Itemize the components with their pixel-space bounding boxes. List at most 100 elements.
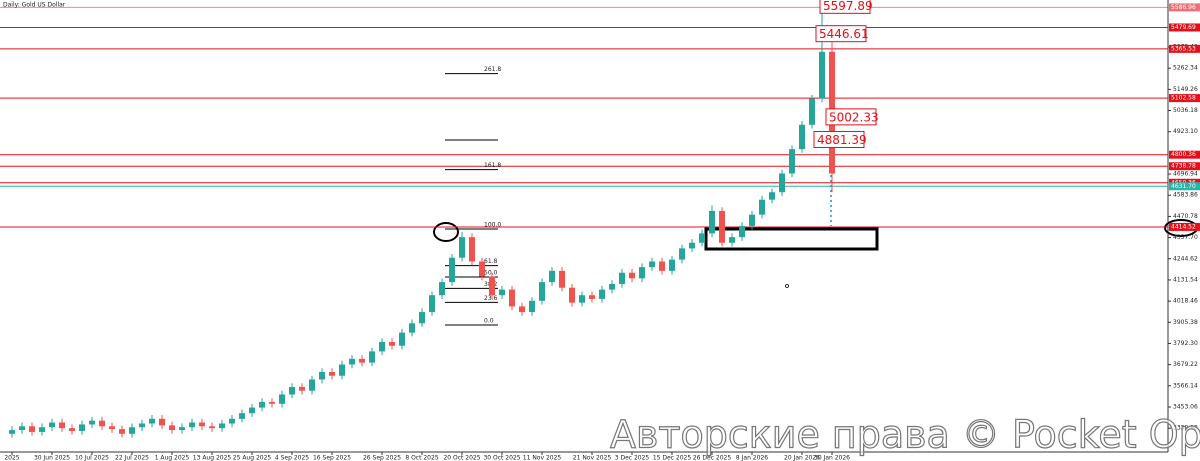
candle-body <box>579 295 585 303</box>
y-tick-label: 4244.62 <box>1173 255 1198 262</box>
candle-body <box>449 257 455 283</box>
y-tick-label: 4131.54 <box>1173 276 1198 283</box>
level-tag <box>1169 23 1200 32</box>
candle-body <box>289 386 295 395</box>
x-tick-label: 30 Oct 2025 <box>483 455 520 461</box>
candle-body <box>269 401 275 404</box>
price-box-label: 4881.39 <box>817 133 867 147</box>
chart-title: Daily: Gold US Dollar <box>3 2 66 9</box>
y-tick-label: 5262.34 <box>1173 65 1198 72</box>
candle-body <box>769 192 775 200</box>
candle-body <box>799 124 805 150</box>
candle-body <box>79 424 85 431</box>
candle-body <box>779 173 785 193</box>
y-tick-label: 3566.14 <box>1173 382 1198 389</box>
x-tick-label: 15 Dec 2025 <box>653 455 692 461</box>
candle-body <box>239 413 245 419</box>
candle-body <box>759 199 765 215</box>
x-tick-label: 30 Jan 2026 <box>814 455 850 461</box>
candle-body <box>599 289 605 299</box>
candle-body <box>279 394 285 404</box>
y-tick-label: 4583.86 <box>1173 192 1198 199</box>
support-label: 4631.70 <box>1171 183 1196 190</box>
candle-body <box>499 289 505 296</box>
y-tick-label: 4357.70 <box>1173 234 1198 241</box>
candle-body <box>639 267 645 279</box>
level-tag <box>1169 3 1200 12</box>
level-tag <box>1169 44 1200 53</box>
candle-body <box>139 423 145 428</box>
candle-body <box>89 420 95 425</box>
candle-body <box>629 272 635 279</box>
price-box <box>819 0 871 14</box>
candle-body <box>419 312 425 324</box>
level-tag <box>1169 150 1200 159</box>
x-tick-label: 20 Jan 2026 <box>784 455 820 461</box>
candle-body <box>409 323 415 333</box>
y-tick-label: 4018.46 <box>1173 298 1198 305</box>
fib-label: 61.8 <box>484 258 498 265</box>
candle-body <box>719 210 725 243</box>
candle-body <box>469 237 475 262</box>
candle-body <box>659 261 665 271</box>
watermark: Авторские права © Pocket Option <box>610 413 1200 457</box>
candle-body <box>429 295 435 313</box>
candle-body <box>19 426 25 431</box>
price-box-label: 5002.33 <box>829 110 879 124</box>
x-tick-label: 26 Dec 2025 <box>693 455 732 461</box>
price-box-label: 5446.61 <box>819 27 869 41</box>
fib-label: 23.6 <box>484 295 498 302</box>
fib-label: 0.0 <box>484 318 494 325</box>
candle-body <box>479 261 485 277</box>
candle-body <box>489 276 495 296</box>
candle-body <box>729 237 735 243</box>
candle-body <box>109 426 115 430</box>
candle-body <box>559 270 565 288</box>
candle-body <box>329 371 335 376</box>
candle-body <box>259 401 265 408</box>
candle-body <box>309 379 315 391</box>
level-tag <box>1169 222 1200 231</box>
y-tick-label: 3905.38 <box>1173 319 1198 326</box>
level-label: 5365.53 <box>1171 45 1196 52</box>
x-tick-label: 22 Jul 2025 <box>115 455 149 461</box>
level-label: 4800.36 <box>1171 151 1196 158</box>
candle-body <box>39 427 45 432</box>
y-tick-label: 5149.26 <box>1173 86 1198 93</box>
x-tick-label: 8 Jan 2026 <box>736 455 768 461</box>
y-tick-label: 4696.94 <box>1173 171 1198 178</box>
candle-body <box>49 422 55 428</box>
y-tick-label: 3453.06 <box>1173 403 1198 410</box>
level-label: 5586.96 <box>1171 4 1196 11</box>
candle-body <box>29 426 35 432</box>
candle-body <box>459 237 465 258</box>
fib-label: 50.0 <box>484 270 498 277</box>
candle-body <box>319 371 325 380</box>
candle-body <box>209 426 215 429</box>
candle-body <box>709 210 715 234</box>
marker <box>785 284 789 288</box>
candle-body <box>359 358 365 363</box>
candle-body <box>389 342 395 346</box>
candle-body <box>609 283 615 290</box>
fib-label: 100.0 <box>484 222 501 229</box>
y-tick-label: 3792.30 <box>1173 340 1198 347</box>
x-tick-label: 21 Nov 2025 <box>573 455 612 461</box>
candle-body <box>549 270 555 283</box>
level-tag <box>1169 94 1200 103</box>
candle-body <box>619 272 625 284</box>
candle-body <box>379 342 385 352</box>
candle-body <box>339 364 345 376</box>
candle-body <box>519 306 525 313</box>
candle-body <box>189 422 195 428</box>
y-tick-label: 5036.18 <box>1173 107 1198 114</box>
x-tick-label: 26 Sep 2025 <box>363 455 401 461</box>
candle-body <box>529 300 535 313</box>
x-tick-label: 4 Sep 2025 <box>275 455 309 461</box>
x-tick-label: 11 Nov 2025 <box>523 455 562 461</box>
price-box <box>815 25 867 43</box>
y-tick-label: 4470.78 <box>1173 213 1198 220</box>
candle-body <box>59 422 65 429</box>
